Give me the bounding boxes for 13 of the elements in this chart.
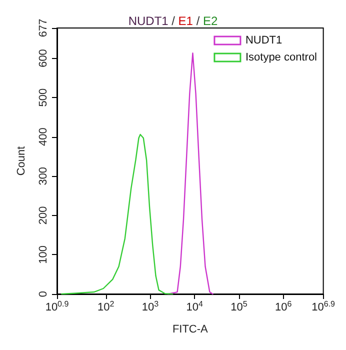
y-tick-label: 600 <box>38 49 50 68</box>
y-tick-label: 677 <box>38 18 50 38</box>
legend-label: NUDT1 <box>245 34 282 46</box>
legend-label: Isotype control <box>245 52 318 64</box>
y-tick-label: 100 <box>38 246 50 264</box>
y-tick-label: 300 <box>38 166 50 186</box>
y-tick-label: 200 <box>38 206 50 225</box>
y-axis-title: Count <box>16 146 28 176</box>
chart-title: NUDT1 / E1 / E2 <box>128 14 218 28</box>
y-tick-label: 400 <box>38 128 50 146</box>
y-tick-label: 500 <box>38 88 50 107</box>
x-axis-title: FITC-A <box>172 324 209 336</box>
y-tick-label: 0 <box>38 290 50 298</box>
